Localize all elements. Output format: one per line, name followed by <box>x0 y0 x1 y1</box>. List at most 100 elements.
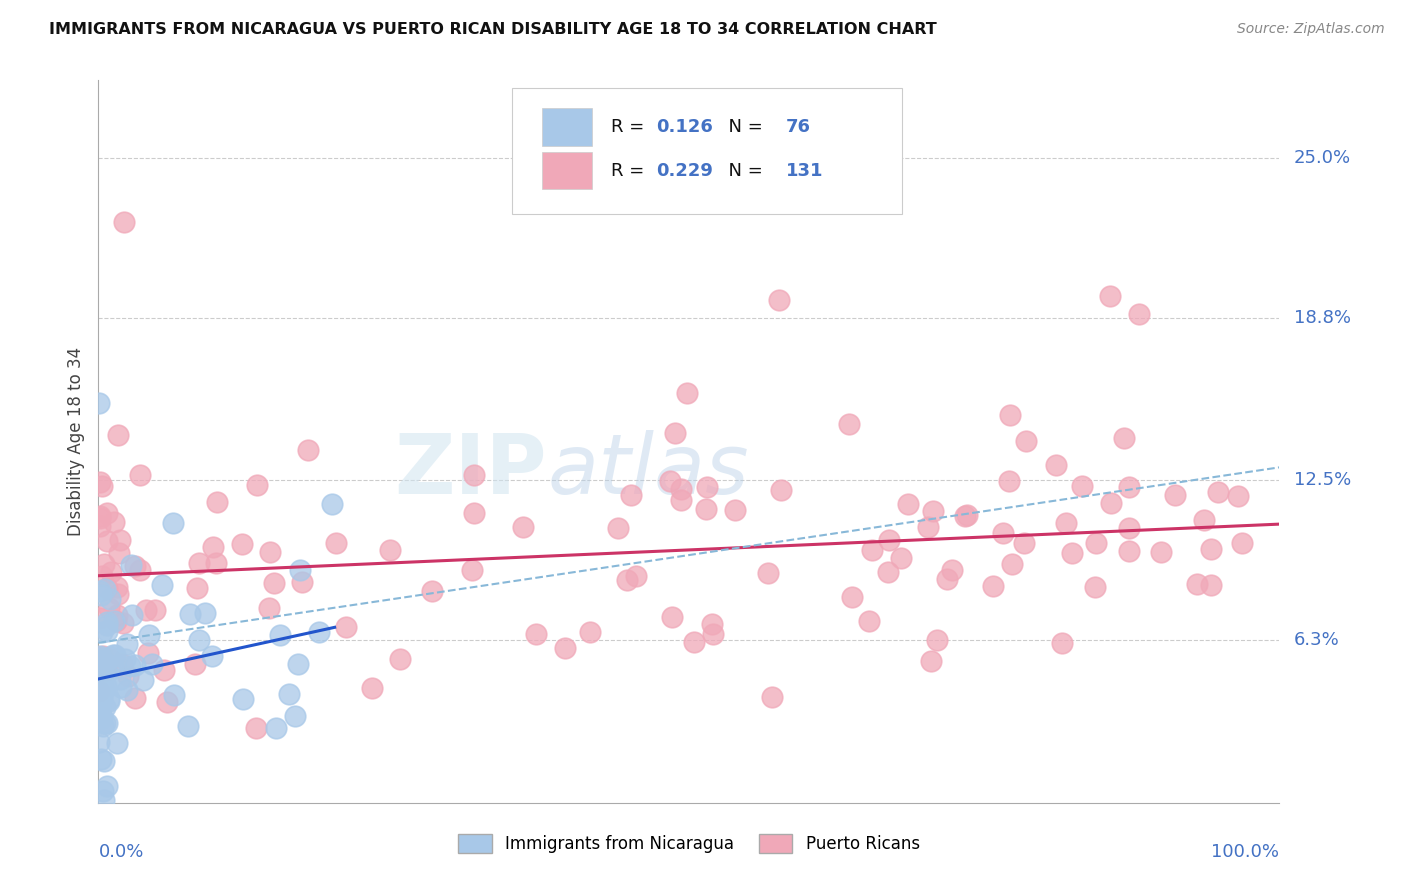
Point <box>89 519 111 533</box>
Point <box>277 687 299 701</box>
Point <box>100 650 122 665</box>
Point <box>96 506 118 520</box>
Text: atlas: atlas <box>547 430 749 511</box>
Point <box>89 655 111 669</box>
Point <box>616 573 638 587</box>
Text: IMMIGRANTS FROM NICARAGUA VS PUERTO RICAN DISABILITY AGE 18 TO 34 CORRELATION CH: IMMIGRANTS FROM NICARAGUA VS PUERTO RICA… <box>49 22 936 37</box>
Point <box>89 509 111 524</box>
Point <box>838 417 860 431</box>
Point <box>658 475 681 489</box>
Point <box>87 700 110 714</box>
Point <box>117 669 139 683</box>
Point <box>1199 578 1222 592</box>
Point <box>96 624 118 638</box>
Point <box>925 632 948 647</box>
Point <box>96 581 118 595</box>
Point <box>860 543 883 558</box>
Point <box>389 652 412 666</box>
Point <box>1232 535 1254 549</box>
Point <box>290 563 312 577</box>
Point <box>1164 488 1187 502</box>
Point <box>93 754 115 768</box>
Point <box>263 576 285 591</box>
Point <box>93 683 115 698</box>
Point <box>841 591 863 605</box>
Point <box>1185 577 1208 591</box>
Point <box>89 689 111 703</box>
Point <box>107 736 129 750</box>
Point <box>194 606 217 620</box>
Point <box>461 563 484 577</box>
Point <box>90 711 112 725</box>
Point <box>695 501 717 516</box>
Point <box>756 566 779 581</box>
Point <box>121 607 143 622</box>
Point <box>769 483 792 498</box>
Point <box>1052 636 1074 650</box>
Point <box>107 587 129 601</box>
Point <box>91 690 114 705</box>
Point <box>124 690 146 705</box>
Point <box>422 583 444 598</box>
Point <box>89 690 111 705</box>
Point <box>1098 289 1121 303</box>
Point <box>87 734 110 748</box>
Point <box>112 215 135 229</box>
Point <box>917 520 939 534</box>
Point <box>768 293 790 308</box>
Point <box>94 656 117 670</box>
Text: 131: 131 <box>786 161 824 179</box>
Point <box>114 651 136 665</box>
Point <box>953 508 976 523</box>
Point <box>110 681 132 695</box>
Point <box>245 721 267 735</box>
Point <box>922 503 945 517</box>
Point <box>105 607 128 622</box>
Point <box>231 537 253 551</box>
Point <box>101 648 124 663</box>
Point <box>89 588 111 602</box>
Point <box>186 581 208 595</box>
Point <box>1001 558 1024 572</box>
Point <box>94 699 117 714</box>
Point <box>177 718 200 732</box>
Point <box>108 533 131 547</box>
Point <box>858 615 880 629</box>
Point <box>112 615 135 630</box>
Point <box>90 673 112 688</box>
Point <box>91 718 114 732</box>
Point <box>205 556 228 570</box>
Point <box>150 578 173 592</box>
Point <box>98 691 121 706</box>
Point <box>325 536 347 550</box>
Point <box>669 493 692 508</box>
Point <box>96 663 118 677</box>
Point <box>184 657 207 671</box>
Point <box>997 475 1019 489</box>
Point <box>579 624 602 639</box>
Point <box>1118 521 1140 535</box>
Point <box>606 521 628 535</box>
Point <box>91 479 114 493</box>
Point <box>1192 513 1215 527</box>
Text: N =: N = <box>717 161 769 179</box>
Point <box>284 708 307 723</box>
Point <box>89 511 111 525</box>
Point <box>100 566 122 580</box>
Point <box>201 649 224 664</box>
Point <box>90 624 112 639</box>
Text: 0.126: 0.126 <box>655 119 713 136</box>
Point <box>1084 536 1107 550</box>
Point <box>105 580 128 594</box>
Point <box>232 692 254 706</box>
Point <box>93 649 115 664</box>
Point <box>136 646 159 660</box>
Point <box>378 542 401 557</box>
Point <box>524 627 547 641</box>
Point <box>89 651 111 665</box>
Point <box>179 607 201 621</box>
Point <box>308 625 330 640</box>
Point <box>108 672 131 686</box>
Point <box>89 475 111 489</box>
Point <box>1045 458 1067 473</box>
